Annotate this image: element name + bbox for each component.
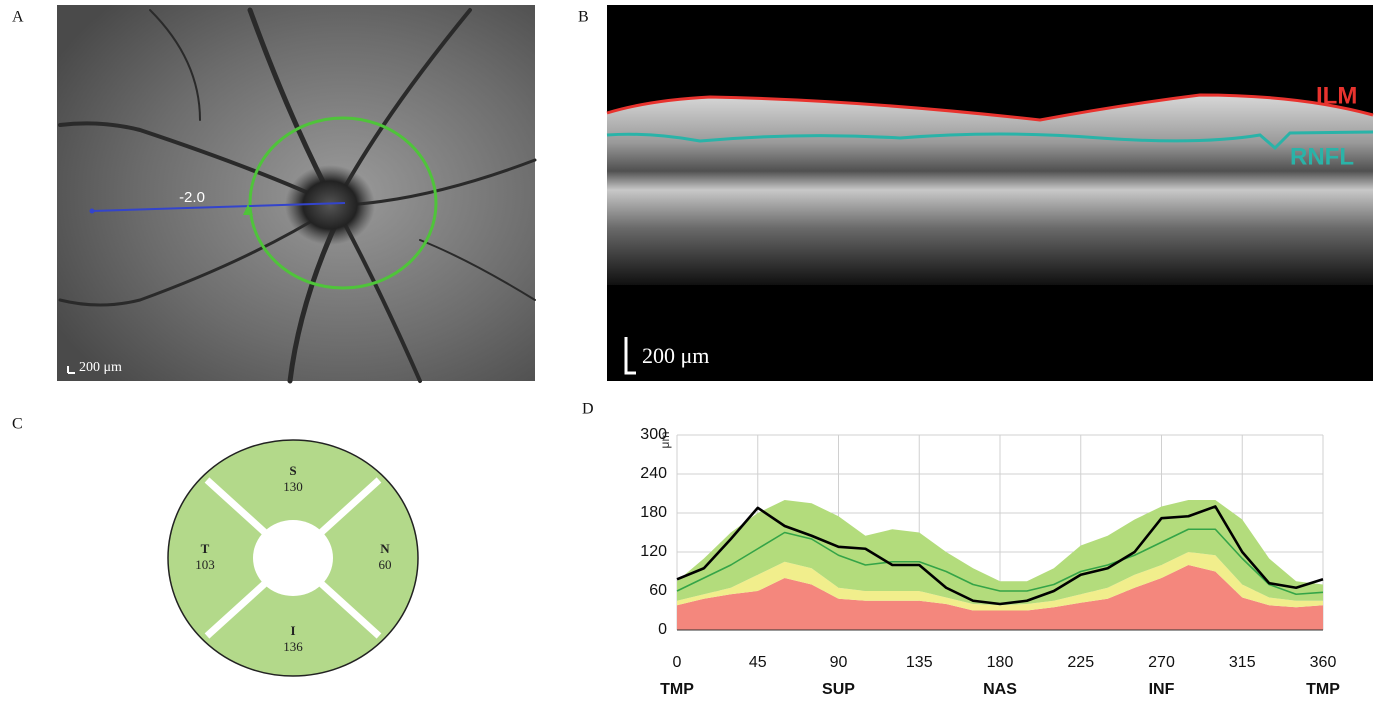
sector-value: 103 [195, 557, 215, 572]
x-tick-label: 360 [1310, 654, 1337, 671]
x-category-label: TMP [1306, 681, 1340, 698]
scale-label: 200 μm [79, 360, 122, 375]
sector-label: S [289, 463, 296, 478]
sector-label: N [380, 541, 390, 556]
x-tick-label: 315 [1229, 654, 1256, 671]
panel-label: C [12, 416, 23, 433]
panel-label: B [578, 9, 589, 26]
x-tick-label: 45 [749, 654, 767, 671]
x-tick-label: 225 [1067, 654, 1094, 671]
x-category-label: NAS [983, 681, 1017, 698]
x-category-label: TMP [660, 681, 694, 698]
x-tick-label: 0 [673, 654, 682, 671]
figure: A B C D -2.0 200 μm ILM RNFL 200 μm [0, 0, 1378, 701]
sector-value: 130 [283, 479, 303, 494]
ilm-label: ILM [1316, 82, 1357, 109]
panel-label: D [582, 401, 594, 418]
x-category-label: INF [1149, 681, 1175, 698]
sector-value: 60 [379, 557, 392, 572]
oct-image [607, 5, 1373, 381]
rnfl-label: RNFL [1290, 143, 1354, 170]
measure-label: -2.0 [179, 189, 205, 206]
y-tick-label: 120 [640, 543, 667, 560]
sector-value: 136 [283, 639, 303, 654]
panel-label: A [12, 9, 24, 26]
fundus-image [57, 5, 535, 381]
sector-label: I [290, 623, 295, 638]
y-tick-label: 0 [658, 621, 667, 638]
x-tick-label: 180 [987, 654, 1014, 671]
x-tick-label: 135 [906, 654, 933, 671]
y-tick-label: 180 [640, 504, 667, 521]
sector-label: T [201, 541, 210, 556]
scale-label: 200 μm [642, 343, 709, 368]
y-tick-label: 300 [640, 426, 667, 443]
x-category-label: SUP [822, 681, 855, 698]
x-tick-label: 270 [1148, 654, 1175, 671]
y-tick-label: 240 [640, 465, 667, 482]
y-tick-label: 60 [649, 582, 667, 599]
x-tick-label: 90 [830, 654, 848, 671]
